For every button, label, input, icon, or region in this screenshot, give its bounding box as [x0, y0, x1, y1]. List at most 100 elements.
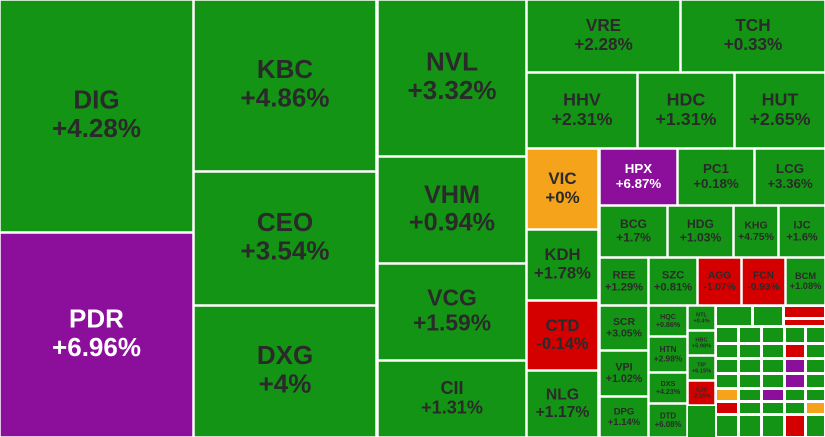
tile-group: NLG+1.17%: [526, 370, 599, 437]
tile-value: +0.81%: [654, 282, 692, 294]
tile: [0, 232, 194, 437]
tile: [739, 389, 761, 401]
tile: [806, 415, 825, 437]
tile-group: VHM+0.94%: [377, 156, 527, 264]
tile-group: DPG+1.14%: [599, 396, 649, 437]
tile: [377, 263, 527, 361]
tile-value: +1.17%: [536, 404, 590, 421]
tile-label: KHG: [744, 221, 767, 232]
tile: [648, 403, 688, 437]
tile-value: +4.86%: [241, 83, 330, 113]
tile-label: CTD: [546, 317, 580, 335]
tile-group: SZC+0.81%: [648, 257, 698, 306]
tile-group: KDH+1.78%: [526, 229, 599, 301]
tile: [806, 374, 825, 388]
tile: [785, 359, 805, 373]
tile: [739, 374, 761, 388]
tile-label: BCG: [620, 217, 647, 231]
tile: [688, 406, 715, 437]
tile-value: +1.31%: [421, 398, 483, 418]
tile-value: +4.75%: [738, 232, 774, 243]
tile-label: HPX: [625, 161, 653, 176]
tile: [762, 344, 784, 358]
tile: [637, 72, 735, 149]
tile-value: -1.07%: [703, 282, 735, 293]
tile-value: +4%: [259, 369, 312, 399]
tile-value: +1.03%: [680, 230, 722, 244]
tile-group: HDG+1.03%: [667, 205, 734, 258]
tile-label: HHV: [563, 89, 601, 109]
tile-label: CEO: [257, 207, 313, 237]
tile-value: +1.6%: [786, 231, 818, 243]
tile: [526, 148, 599, 230]
tile-group: HDC+1.31%: [637, 72, 735, 149]
tile: [667, 205, 734, 258]
tile-group: CII+1.31%: [377, 360, 527, 437]
tile: [762, 389, 784, 401]
tile: [762, 327, 784, 343]
tile: [739, 415, 761, 437]
tile: [762, 415, 784, 437]
tile-group: CEO+3.54%: [193, 171, 377, 306]
tile-value: +2.65%: [749, 109, 810, 129]
tile: [599, 257, 649, 306]
tile-value: +0.94%: [409, 209, 495, 237]
tile-value: +6.15%: [692, 369, 712, 375]
tile-group: HTN+2.98%: [648, 336, 688, 373]
tile-group: VIC+0%: [526, 148, 599, 230]
tile: [754, 148, 825, 206]
tile: [733, 205, 779, 258]
tile: [599, 205, 668, 258]
tile: [785, 389, 805, 401]
tile-group: SCR+3.05%: [599, 305, 649, 351]
tile: [648, 336, 688, 373]
tile: [377, 156, 527, 264]
tile: [739, 327, 761, 343]
tile-label: SZC: [662, 269, 684, 281]
tile: [648, 257, 698, 306]
tile: [526, 0, 681, 73]
tile: [739, 359, 761, 373]
tile-label: NLG: [546, 387, 579, 404]
tile-group: IJC+1.6%: [778, 205, 825, 258]
tile-value: +1.02%: [606, 373, 643, 385]
tile: [716, 374, 738, 388]
tile: [687, 305, 716, 331]
tile-value: +0.18%: [693, 176, 739, 191]
tile: [716, 415, 738, 437]
tile-label: HQC: [660, 313, 676, 321]
tile-group: CTD-0.14%: [526, 300, 599, 371]
tile: [687, 355, 716, 381]
tile-group: BCG+1.7%: [599, 205, 668, 258]
tile-group: BCM+1.08%: [785, 257, 825, 306]
tile-value: +3.05%: [606, 329, 642, 340]
tile-label: TIP: [697, 362, 706, 368]
tile: [739, 402, 761, 414]
tile-value: +4.28%: [52, 113, 141, 143]
tile-value: +1.14%: [608, 417, 641, 428]
tile-label: VPI: [615, 361, 632, 373]
tile: [785, 327, 805, 343]
tile-group: NVL+3.32%: [377, 0, 527, 157]
tile: [784, 306, 825, 318]
tile-group: TCH+0.33%: [680, 0, 825, 73]
tile: [785, 257, 825, 306]
tile-value: +1.31%: [655, 109, 716, 129]
tile-group: HBC+5.98%: [687, 330, 716, 356]
tile-value: +1.08%: [790, 281, 822, 291]
tile: [599, 350, 649, 397]
tile-value: +0.86%: [656, 321, 681, 329]
tile-label: LCG: [776, 161, 804, 176]
tile: [680, 0, 825, 73]
tile-label: HBC: [695, 337, 707, 343]
tile-label: TCH: [735, 15, 770, 35]
tile: [716, 306, 752, 326]
tile-value: +6.08%: [655, 420, 682, 429]
tile-value: +2.98%: [654, 353, 683, 363]
tile: [716, 359, 738, 373]
tile-label: SCR: [613, 317, 636, 328]
tile-label: HUT: [762, 89, 799, 109]
tile-value: +3.32%: [408, 75, 497, 105]
tile-value: +5.98%: [692, 344, 712, 350]
